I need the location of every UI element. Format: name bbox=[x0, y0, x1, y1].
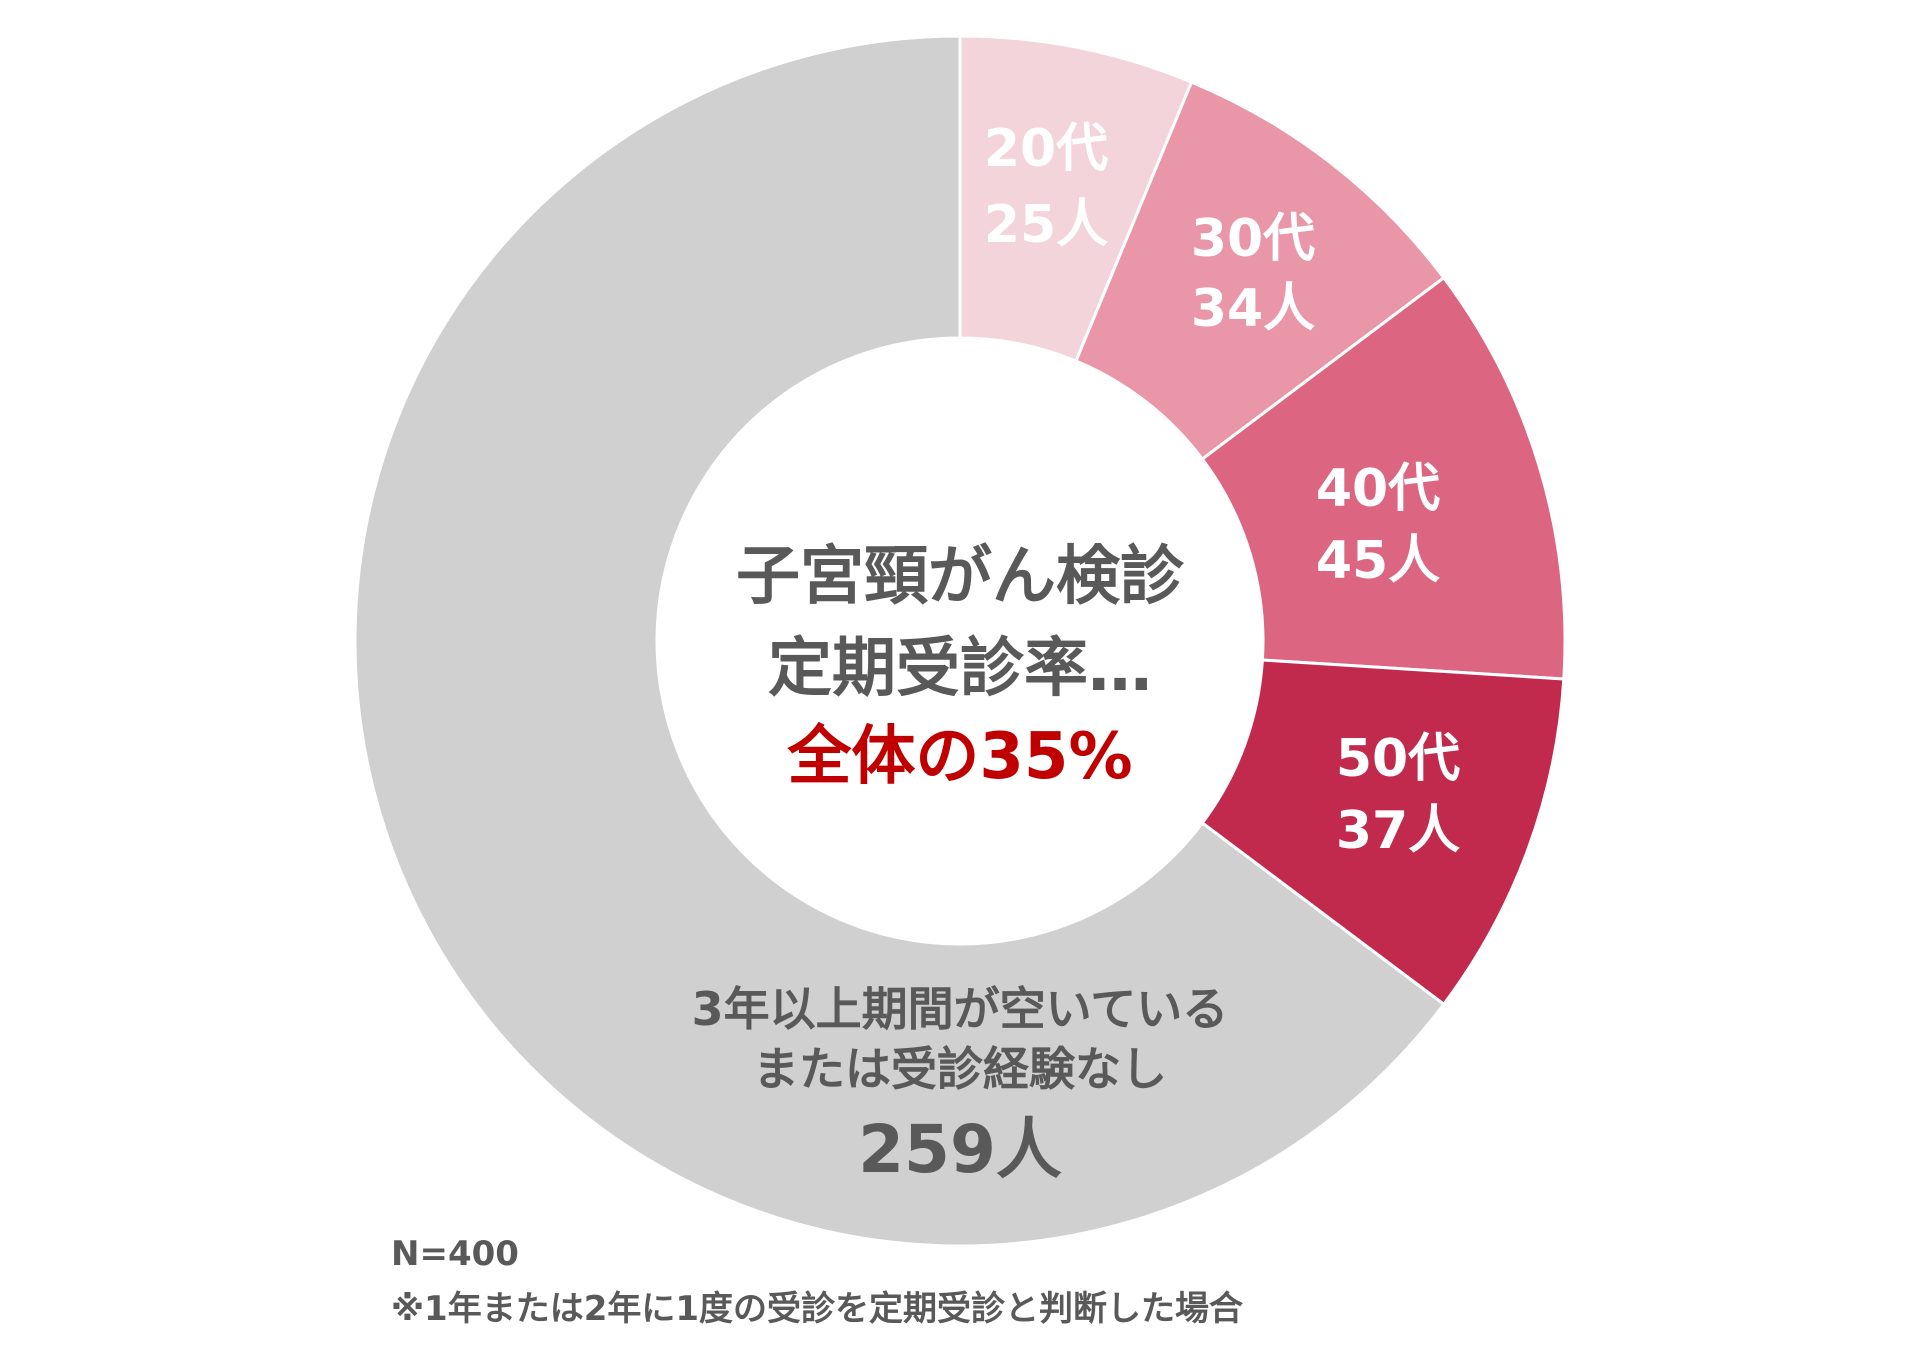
footnote-definition: ※1年または2年に1度の受診を定期受診と判断した場合 bbox=[391, 1289, 1243, 1329]
center-highlight: 全体の35% bbox=[786, 720, 1132, 794]
slice-label-none-count: 259人 bbox=[858, 1111, 1062, 1188]
slice-40s bbox=[1200, 275, 1567, 681]
slice-label-40s-age: 40代 bbox=[1316, 459, 1440, 519]
slices-group bbox=[353, 34, 1567, 1248]
slice-label-50s-age: 50代 bbox=[1336, 729, 1460, 789]
center-title-line-1: 子宮頸がん検診 bbox=[736, 540, 1185, 614]
slice-label-20s-age: 20代 bbox=[984, 119, 1108, 179]
slice-label-40s-count: 45人 bbox=[1316, 531, 1440, 591]
slice-label-none-line-2: または受診経験なし bbox=[753, 1042, 1167, 1096]
center-title-line-2: 定期受診率… bbox=[768, 632, 1152, 706]
footnote-sample-size: N=400 bbox=[391, 1234, 519, 1274]
slice-label-30s-age: 30代 bbox=[1191, 209, 1315, 269]
slice-label-none-line-1: 3年以上期間が空いている bbox=[692, 982, 1229, 1036]
slice-label-20s-count: 25人 bbox=[984, 195, 1108, 255]
slice-label-50s-count: 37人 bbox=[1336, 801, 1460, 861]
slice-no-regular-screening bbox=[353, 34, 1446, 1248]
slice-label-30s-count: 34人 bbox=[1191, 279, 1315, 339]
slice-50s bbox=[1200, 658, 1566, 1007]
